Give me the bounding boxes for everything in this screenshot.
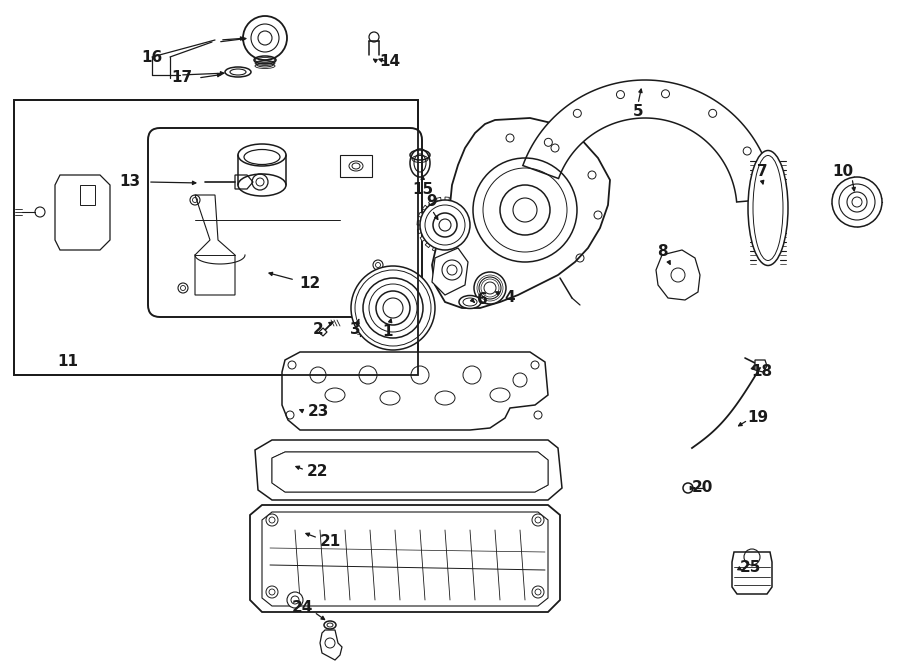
- Circle shape: [832, 177, 882, 227]
- Text: 20: 20: [691, 481, 713, 496]
- Text: 6: 6: [477, 293, 488, 307]
- Polygon shape: [255, 440, 562, 500]
- Circle shape: [532, 586, 544, 598]
- Text: 13: 13: [120, 175, 140, 190]
- Circle shape: [411, 366, 429, 384]
- Polygon shape: [461, 238, 468, 245]
- Circle shape: [359, 366, 377, 384]
- Polygon shape: [420, 235, 427, 241]
- Ellipse shape: [435, 391, 455, 405]
- Text: 15: 15: [412, 182, 434, 198]
- Text: 21: 21: [320, 535, 340, 549]
- Circle shape: [463, 366, 481, 384]
- Circle shape: [513, 373, 527, 387]
- Polygon shape: [418, 229, 424, 233]
- Polygon shape: [432, 248, 468, 295]
- Polygon shape: [464, 232, 472, 238]
- Text: 8: 8: [657, 245, 667, 260]
- Text: 17: 17: [171, 71, 193, 85]
- Circle shape: [310, 367, 326, 383]
- Polygon shape: [445, 197, 449, 204]
- Polygon shape: [14, 100, 418, 375]
- Text: 11: 11: [58, 354, 78, 369]
- Circle shape: [351, 266, 435, 350]
- Text: 10: 10: [832, 165, 853, 180]
- Polygon shape: [466, 216, 472, 221]
- Text: 4: 4: [505, 290, 516, 305]
- Text: 2: 2: [312, 323, 323, 338]
- Text: 9: 9: [427, 194, 437, 210]
- Text: 5: 5: [633, 104, 643, 120]
- Text: 3: 3: [350, 323, 360, 338]
- Polygon shape: [428, 200, 435, 207]
- Circle shape: [420, 200, 470, 250]
- Polygon shape: [463, 208, 470, 215]
- Polygon shape: [432, 245, 438, 252]
- Polygon shape: [467, 225, 473, 229]
- Polygon shape: [432, 118, 610, 308]
- Text: 12: 12: [300, 276, 320, 290]
- Polygon shape: [425, 241, 432, 248]
- Text: 16: 16: [141, 50, 163, 65]
- Polygon shape: [272, 452, 548, 492]
- Text: 7: 7: [757, 165, 768, 180]
- Ellipse shape: [325, 388, 345, 402]
- Polygon shape: [656, 250, 700, 300]
- Text: 19: 19: [747, 410, 769, 426]
- Circle shape: [287, 592, 303, 608]
- Ellipse shape: [490, 388, 510, 402]
- Polygon shape: [523, 80, 775, 202]
- Polygon shape: [417, 221, 423, 225]
- Polygon shape: [458, 202, 464, 210]
- Circle shape: [266, 514, 278, 526]
- Ellipse shape: [459, 295, 481, 309]
- Polygon shape: [282, 352, 548, 430]
- Polygon shape: [436, 198, 442, 204]
- Polygon shape: [732, 552, 772, 594]
- Polygon shape: [455, 243, 462, 250]
- Text: 1: 1: [382, 325, 393, 340]
- Polygon shape: [250, 505, 560, 612]
- Polygon shape: [755, 360, 767, 372]
- Circle shape: [474, 272, 506, 304]
- Circle shape: [532, 514, 544, 526]
- Circle shape: [266, 586, 278, 598]
- Ellipse shape: [380, 391, 400, 405]
- Polygon shape: [418, 212, 426, 218]
- Circle shape: [243, 16, 287, 60]
- Text: 18: 18: [752, 364, 772, 379]
- Polygon shape: [452, 198, 458, 206]
- Polygon shape: [272, 452, 548, 492]
- Polygon shape: [422, 205, 429, 212]
- Text: 14: 14: [380, 54, 400, 69]
- Text: 25: 25: [739, 561, 760, 576]
- Polygon shape: [448, 246, 454, 253]
- Text: 23: 23: [307, 405, 328, 420]
- Polygon shape: [441, 247, 445, 253]
- Polygon shape: [320, 630, 342, 660]
- Text: 22: 22: [307, 465, 328, 479]
- Ellipse shape: [748, 151, 788, 266]
- Polygon shape: [319, 328, 327, 336]
- Text: 24: 24: [292, 600, 312, 615]
- FancyBboxPatch shape: [148, 128, 422, 317]
